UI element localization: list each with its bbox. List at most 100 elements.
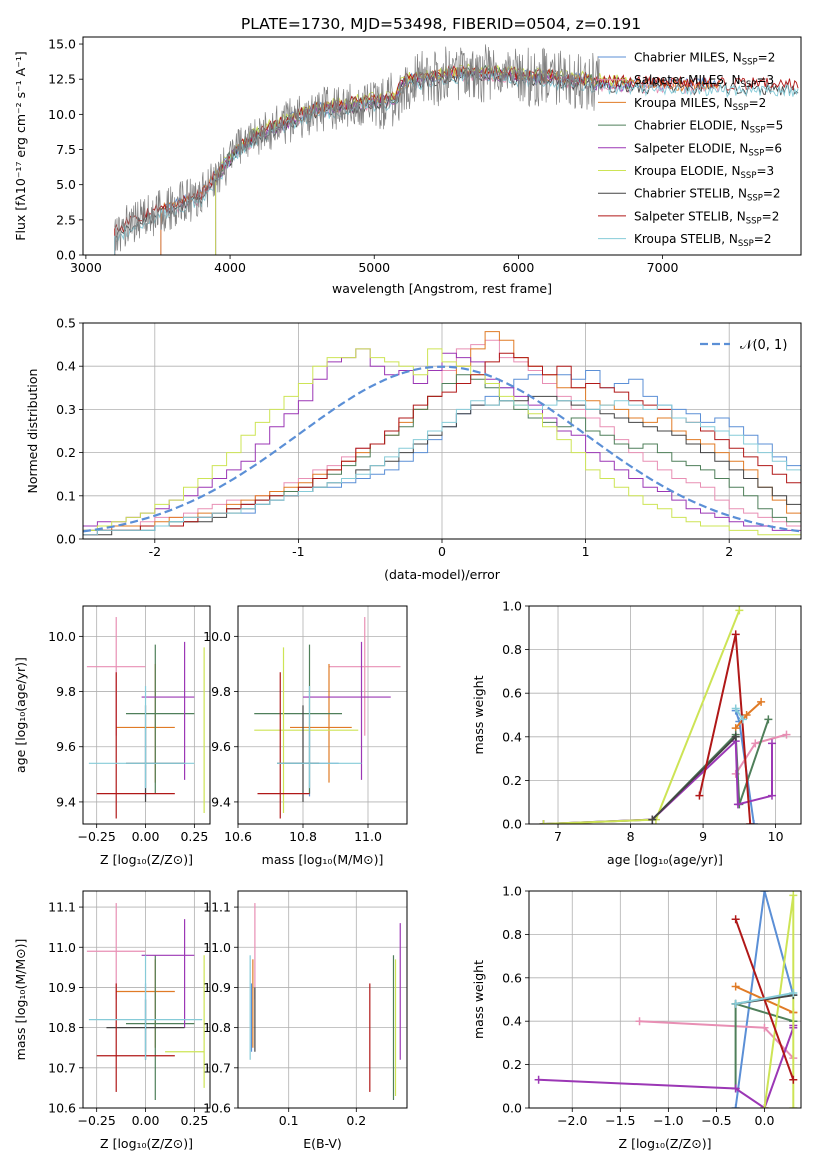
errorbar-point xyxy=(165,955,205,1088)
weight-marker xyxy=(742,711,751,719)
weight-marker xyxy=(757,697,766,706)
legend-label: Salpeter STELIB, NSSP=2 xyxy=(634,209,779,226)
spectrum-data-line xyxy=(114,44,600,252)
axes-frame xyxy=(82,890,211,1109)
weight-marker xyxy=(731,915,740,924)
weight-marker xyxy=(648,815,657,824)
weight-marker xyxy=(760,1104,769,1108)
weight-marker xyxy=(764,715,773,724)
y-tick-label: 10.6 xyxy=(48,1101,76,1116)
histogram-step xyxy=(83,400,801,536)
y-tick-label: 0.1 xyxy=(56,488,76,503)
y-tick-label: 0.0 xyxy=(502,1101,522,1116)
x-tick-label: −1.0 xyxy=(653,1113,683,1128)
axes-spectrum: 3000 4000 5000 6000 7000 0.0 2.5 5.0 7.5 10.0 12.5… xyxy=(13,36,802,296)
x-tick-label: 0.25 xyxy=(180,1113,208,1128)
weight-marker xyxy=(731,704,740,713)
axes-mass_vs_Z: −0.25 0.00 0.25 10.6 10.7 10.8 10.9 11.0 11.1 Z [… xyxy=(13,890,211,1151)
y-tick-label: 9.4 xyxy=(56,794,76,809)
y-axis-label: Normed distribution xyxy=(25,369,40,494)
weight-line xyxy=(734,707,744,720)
x-tick-label: 0.0 xyxy=(755,1113,775,1128)
x-tick-label: 1 xyxy=(582,544,590,559)
y-tick-label: 10.9 xyxy=(48,980,76,995)
plot-area-mass_vs_Z xyxy=(86,903,205,1100)
errorbar-point xyxy=(277,686,362,789)
errorbar-point xyxy=(96,672,175,819)
y-tick-label: 11.1 xyxy=(203,900,231,915)
x-axis-label: E(B-V) xyxy=(303,1136,342,1151)
errorbar-point xyxy=(290,663,352,783)
y-tick-label: 2.5 xyxy=(56,212,76,227)
errorbar-point xyxy=(254,647,359,813)
x-tick-label: -2 xyxy=(149,544,161,559)
y-tick-label: 0.2 xyxy=(502,1057,522,1072)
y-tick-label: 0.4 xyxy=(502,729,522,744)
weight-marker xyxy=(534,1075,543,1084)
axes-frame xyxy=(237,605,408,825)
y-tick-label: 0.4 xyxy=(56,359,76,374)
x-tick-label: 2 xyxy=(725,544,733,559)
x-tick-label: 11.0 xyxy=(354,829,382,844)
y-tick-label: 0.5 xyxy=(56,316,76,331)
y-tick-label: 10.6 xyxy=(203,1101,231,1116)
weight-marker xyxy=(731,1104,740,1108)
x-tick-label: 6000 xyxy=(503,260,535,275)
y-tick-label: 11.0 xyxy=(203,940,231,955)
y-tick-label: 11.1 xyxy=(48,900,76,915)
x-tick-label: 9 xyxy=(699,829,707,844)
y-tick-label: 15.0 xyxy=(48,37,76,52)
weight-line xyxy=(651,736,737,821)
weight-line xyxy=(735,992,794,1005)
axes-age_vs_Z: −0.25 0.00 0.25 9.4 9.6 9.8 10.0 Z [log₁₀(Z/Z⊙)… xyxy=(13,605,211,867)
y-tick-label: 0.8 xyxy=(502,642,522,657)
y-tick-label: 0.6 xyxy=(502,686,522,701)
x-axis-label: Z [log₁₀(Z/Z⊙)] xyxy=(100,852,193,867)
axes-weight_vs_age: 7 8 9 10 0.0 0.2 0.4 0.6 0.8 1.0 age [log₁₀(age/yr… xyxy=(471,599,802,867)
weight-marker xyxy=(760,891,769,895)
plot-area-age_vs_Z xyxy=(86,617,205,819)
y-tick-label: 9.4 xyxy=(211,794,231,809)
errorbar-point xyxy=(257,672,310,819)
y-tick-label: 0.0 xyxy=(56,248,76,263)
weight-marker xyxy=(731,630,740,639)
errorbar-point xyxy=(141,641,195,780)
plot-area-spectrum xyxy=(114,44,799,255)
x-tick-label: 0.00 xyxy=(132,829,160,844)
spectrum-model-line xyxy=(114,70,799,255)
axes-frame xyxy=(237,890,408,1109)
x-tick-label: 0 xyxy=(438,544,446,559)
weight-marker xyxy=(635,1017,644,1026)
weight-marker xyxy=(789,1104,798,1108)
y-axis-label: Flux [fλ10⁻¹⁷ erg cm⁻² s⁻¹ A⁻¹] xyxy=(13,51,28,240)
weight-marker xyxy=(749,820,758,824)
x-tick-label: 8 xyxy=(627,829,635,844)
x-tick-label: 3000 xyxy=(70,260,102,275)
y-tick-label: 10.0 xyxy=(203,629,231,644)
y-tick-label: 10.8 xyxy=(48,1020,76,1035)
legend-label: Chabrier STELIB, NSSP=2 xyxy=(634,187,781,204)
y-tick-label: 0.3 xyxy=(56,402,76,417)
x-tick-label: −0.25 xyxy=(78,829,116,844)
x-tick-label: −2.0 xyxy=(557,1113,587,1128)
y-tick-label: 1.0 xyxy=(502,884,522,899)
y-axis-label: mass weight xyxy=(471,960,486,1039)
axes-frame xyxy=(82,605,211,825)
plot-area-residuals xyxy=(83,331,801,536)
y-tick-label: 9.6 xyxy=(211,739,231,754)
y-axis-label: mass [log₁₀(M/M⊙)] xyxy=(13,939,28,1061)
y-tick-label: 9.8 xyxy=(211,684,231,699)
legend-label: Kroupa ELODIE, NSSP=3 xyxy=(634,164,774,181)
weight-marker xyxy=(782,730,791,739)
legend-label: Kroupa STELIB, NSSP=2 xyxy=(634,232,772,249)
y-tick-label: 10.8 xyxy=(203,1020,231,1035)
y-axis-label: age [log₁₀(age/yr)] xyxy=(13,657,28,773)
errorbar-point xyxy=(88,955,203,1060)
x-tick-label: −0.5 xyxy=(701,1113,731,1128)
errorbar-point xyxy=(303,641,391,780)
x-tick-label: 5000 xyxy=(358,260,390,275)
weight-marker xyxy=(733,800,742,809)
y-tick-label: 5.0 xyxy=(56,177,76,192)
axes-weight_vs_Z: −2.0 −1.5 −1.0 −0.5 0.0 0.0 0.2 0.4 0.6 0.8 1.0 Z [… xyxy=(471,884,802,1151)
